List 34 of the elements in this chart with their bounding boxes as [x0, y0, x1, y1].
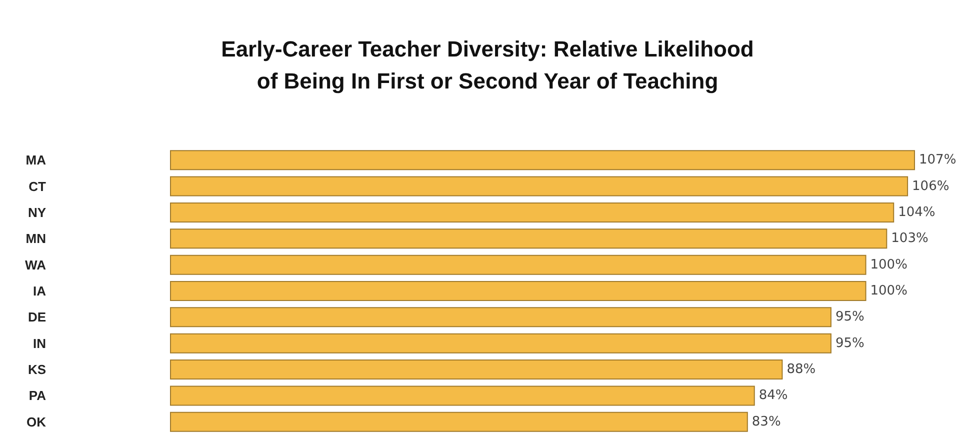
bar: [170, 176, 908, 196]
y-tick-label: CT: [28, 178, 46, 194]
data-label: 100%: [870, 284, 908, 298]
data-label: 95%: [835, 310, 864, 325]
bar: [170, 150, 915, 170]
data-label: 104%: [898, 204, 936, 220]
data-label: 84%: [758, 388, 788, 404]
data-label: 83%: [752, 414, 781, 430]
data-label: 88%: [786, 362, 816, 378]
y-tick-label: MA: [26, 152, 47, 168]
bar: [170, 307, 832, 328]
data-label: 100%: [870, 257, 908, 272]
bar: [170, 386, 755, 406]
bar: [170, 360, 783, 380]
bar: [170, 202, 894, 222]
data-label: 106%: [912, 178, 950, 194]
y-tick-label: IN: [33, 336, 46, 351]
y-tick-label: NY: [28, 204, 46, 220]
y-tick-label: PA: [28, 388, 47, 404]
y-tick-label: MN: [26, 231, 46, 246]
y-tick-label: IA: [33, 284, 47, 298]
bar: [170, 412, 748, 432]
y-tick-label: OK: [26, 414, 47, 430]
bar: [170, 228, 888, 249]
y-tick-label: DE: [28, 310, 46, 325]
data-label: 95%: [835, 336, 864, 351]
bar: [170, 333, 832, 354]
data-label: 103%: [891, 231, 928, 246]
bar: [170, 254, 866, 275]
y-tick-label: WA: [25, 257, 47, 272]
bar: [170, 281, 866, 301]
y-tick-label: KS: [28, 362, 46, 378]
chart-title: Early-Career Teacher Diversity: Relative Likelihood of Being In First or Second Year of Teaching: [221, 36, 754, 94]
data-label: 107%: [919, 152, 956, 168]
